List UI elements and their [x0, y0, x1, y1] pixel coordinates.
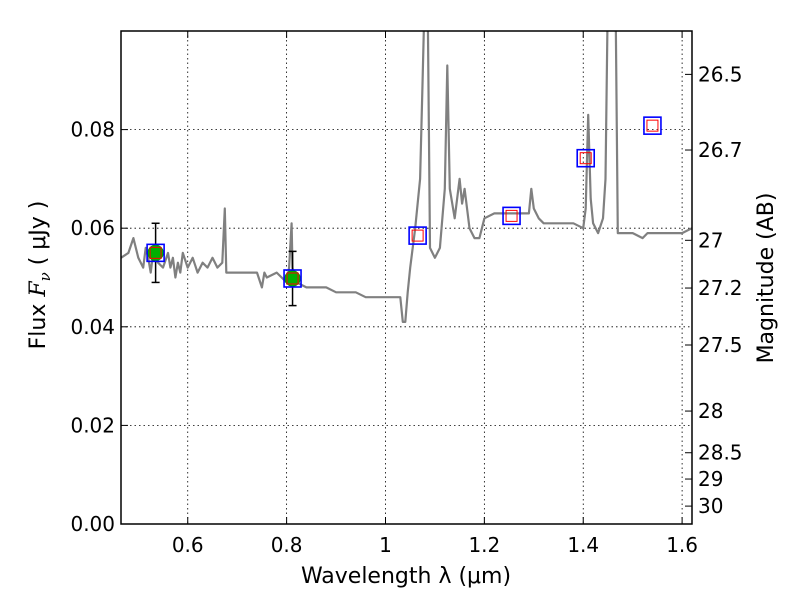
magnitude-tick-label: 27.2: [698, 276, 743, 300]
y-tick-label: 0.00: [70, 512, 115, 536]
photometry-points: [146, 116, 662, 307]
x-tick-label: 0.6: [172, 533, 204, 557]
grid: [121, 31, 692, 524]
x-axis-label: Wavelength λ (μm): [301, 564, 511, 589]
y-tick-label: 0.02: [70, 413, 115, 437]
plot-frame: [120, 30, 693, 525]
model-photometry-square: [643, 116, 662, 135]
y-axis-label-prefix: Flux: [26, 297, 51, 350]
magnitude-tick-label: 27.5: [698, 333, 743, 357]
magnitude-tick-label: 28.5: [698, 441, 743, 465]
model-photometry-square: [502, 206, 521, 226]
model-photometry-inner-square: [646, 119, 659, 132]
spectrum-series: [121, 31, 692, 323]
magnitude-tick-label: 26.5: [698, 62, 743, 86]
x-tick-label: 1.2: [468, 533, 500, 557]
magnitude-tick-label: 29: [698, 467, 723, 491]
model-photometry-inner-square: [579, 152, 592, 165]
y-tick-label: 0.04: [70, 315, 115, 339]
x-tick-label: 1.4: [567, 533, 599, 557]
y-tick-label: 0.06: [70, 216, 115, 240]
magnitude-tick-label: 30: [698, 494, 723, 518]
y-tick-label: 0.08: [70, 118, 115, 142]
x-tick-label: 0.8: [271, 533, 303, 557]
model-photometry-square: [576, 148, 596, 168]
spectrum-line: [121, 31, 692, 323]
secondary-y-axis-label: Magnitude (AB): [754, 193, 779, 364]
magnitude-tick-label: 26.7: [698, 138, 743, 162]
y-axis-label-subscript: ν: [36, 272, 54, 281]
magnitude-tick-label: 28: [698, 399, 723, 423]
x-tick-label: 1.6: [666, 533, 698, 557]
y-axis-label-symbol: F: [26, 281, 51, 298]
model-photometry-inner-square: [505, 209, 518, 222]
model-photometry-square: [408, 226, 427, 245]
model-photometry-inner-square: [149, 246, 162, 259]
model-photometry-square: [283, 269, 302, 288]
model-photometry-square: [146, 243, 165, 263]
model-photometry-inner-square: [411, 229, 424, 242]
x-tick-label: 1: [379, 533, 392, 557]
y-axis-label: Flux Fν ( μJy ): [26, 201, 54, 350]
magnitude-tick-label: 27: [698, 228, 723, 252]
tick-labels: 0.6 0.8 1 1.2 1.4 1.6 0.00 0.02 0.04 0.06 0.08 26.5…: [70, 62, 742, 557]
model-photometry-inner-square: [286, 272, 299, 285]
y-axis-label-suffix: ( μJy ): [26, 201, 51, 273]
axis-ticks: [121, 31, 692, 525]
